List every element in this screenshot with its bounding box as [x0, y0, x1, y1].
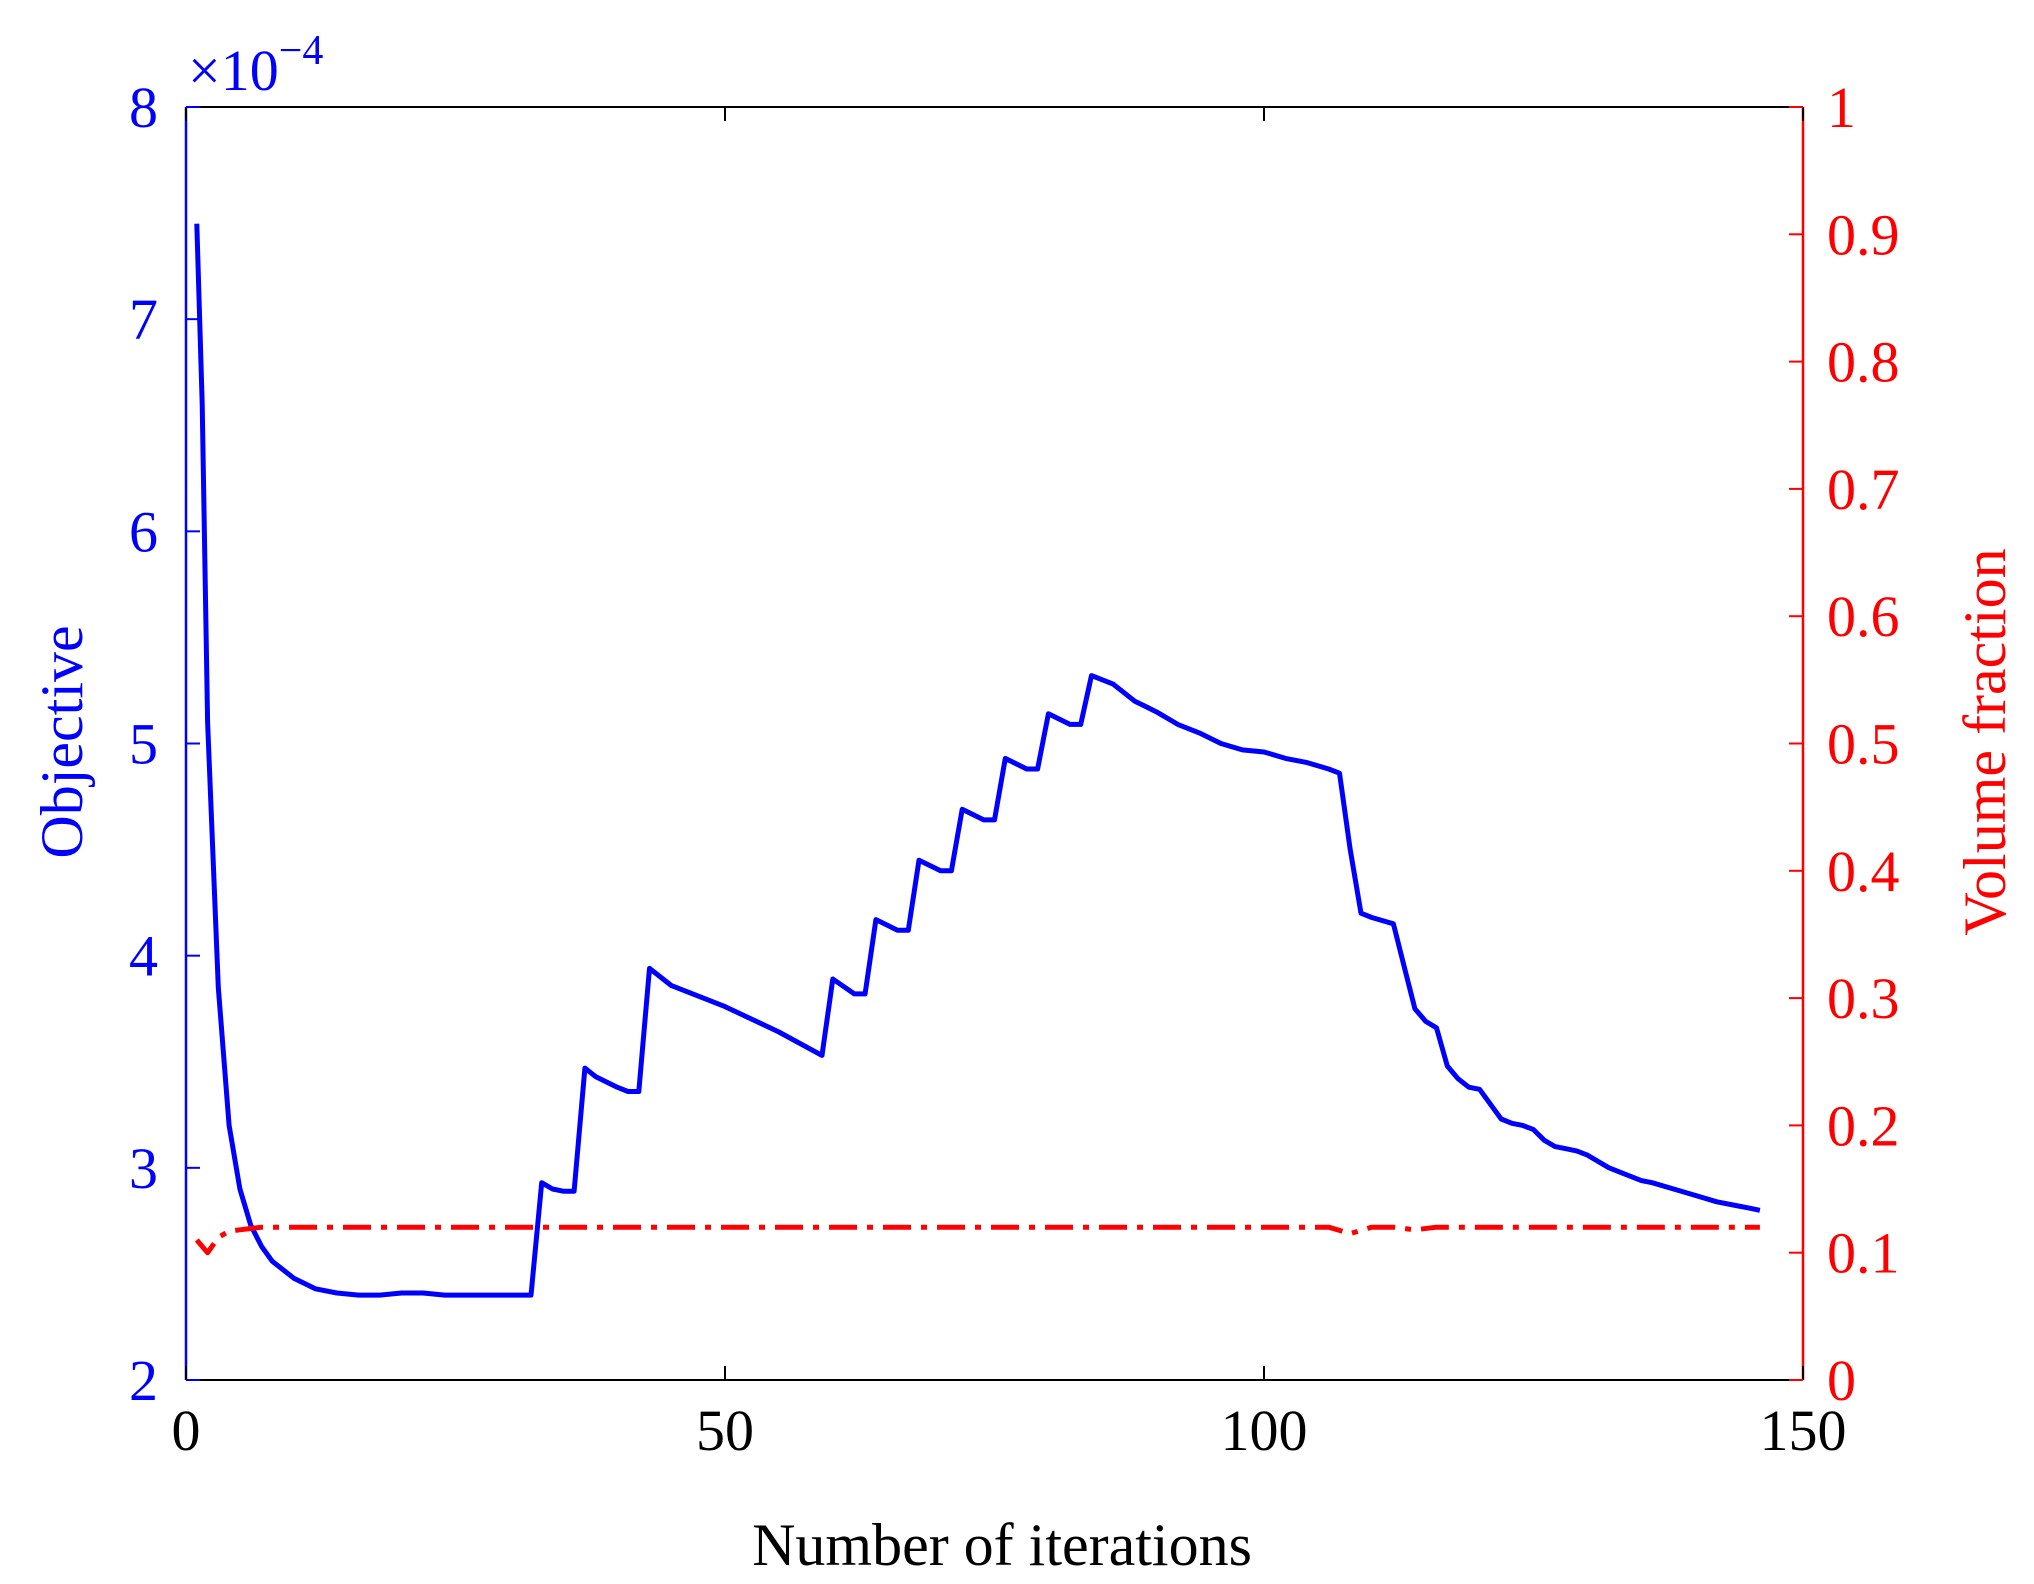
y-right-tick-label: 0.3	[1827, 966, 1900, 1031]
y-left-axis-title: Objective	[29, 625, 95, 858]
y-left-tick-label: 6	[129, 499, 158, 564]
ticks-layer: 0 50 100 150 2 3 4 5 6 7 8 0 0.1 0.2 0.3 0.4 0.5 0.6 0.7 0.…	[129, 75, 1900, 1463]
volume-series-line	[194, 1224, 1760, 1256]
y-right-axis-title: Volume fraction	[1952, 548, 2018, 935]
y-right-tick-label: 0.8	[1827, 330, 1900, 395]
y-left-multiplier: ×10−4	[188, 28, 323, 103]
y-right-tick-label: 0.9	[1827, 202, 1900, 267]
x-tick-label: 150	[1760, 1398, 1847, 1463]
x-tick-label: 50	[696, 1398, 754, 1463]
y-right-tick-label: 0.2	[1827, 1093, 1900, 1158]
y-right-tick-label: 0.5	[1827, 712, 1900, 777]
y-right-tick-label: 1	[1827, 75, 1856, 140]
y-left-tick-label: 2	[129, 1348, 158, 1413]
y-left-tick-label: 3	[129, 1136, 158, 1201]
x-tick-label: 100	[1221, 1398, 1308, 1463]
y-right-tick-label: 0.1	[1827, 1221, 1900, 1286]
y-right-tick-label: 0.7	[1827, 457, 1900, 522]
series-layer	[194, 223, 1761, 1298]
objective-series-line	[194, 223, 1761, 1298]
y-right-tick-label: 0.6	[1827, 584, 1900, 649]
y-left-tick-label: 8	[129, 75, 158, 140]
y-left-tick-label: 4	[129, 924, 158, 989]
y-left-tick-label: 7	[129, 287, 158, 352]
x-axis-title: Number of iterations	[752, 1512, 1252, 1578]
y-left-multiplier-exponent: −4	[279, 28, 324, 74]
y-right-tick-label: 0	[1827, 1348, 1856, 1413]
y-left-multiplier-base: ×10	[188, 38, 279, 103]
y-left-tick-label: 5	[129, 712, 158, 777]
x-tick-label: 0	[172, 1398, 201, 1463]
plot-frame	[184, 106, 1805, 1381]
y-right-tick-label: 0.4	[1827, 839, 1900, 904]
